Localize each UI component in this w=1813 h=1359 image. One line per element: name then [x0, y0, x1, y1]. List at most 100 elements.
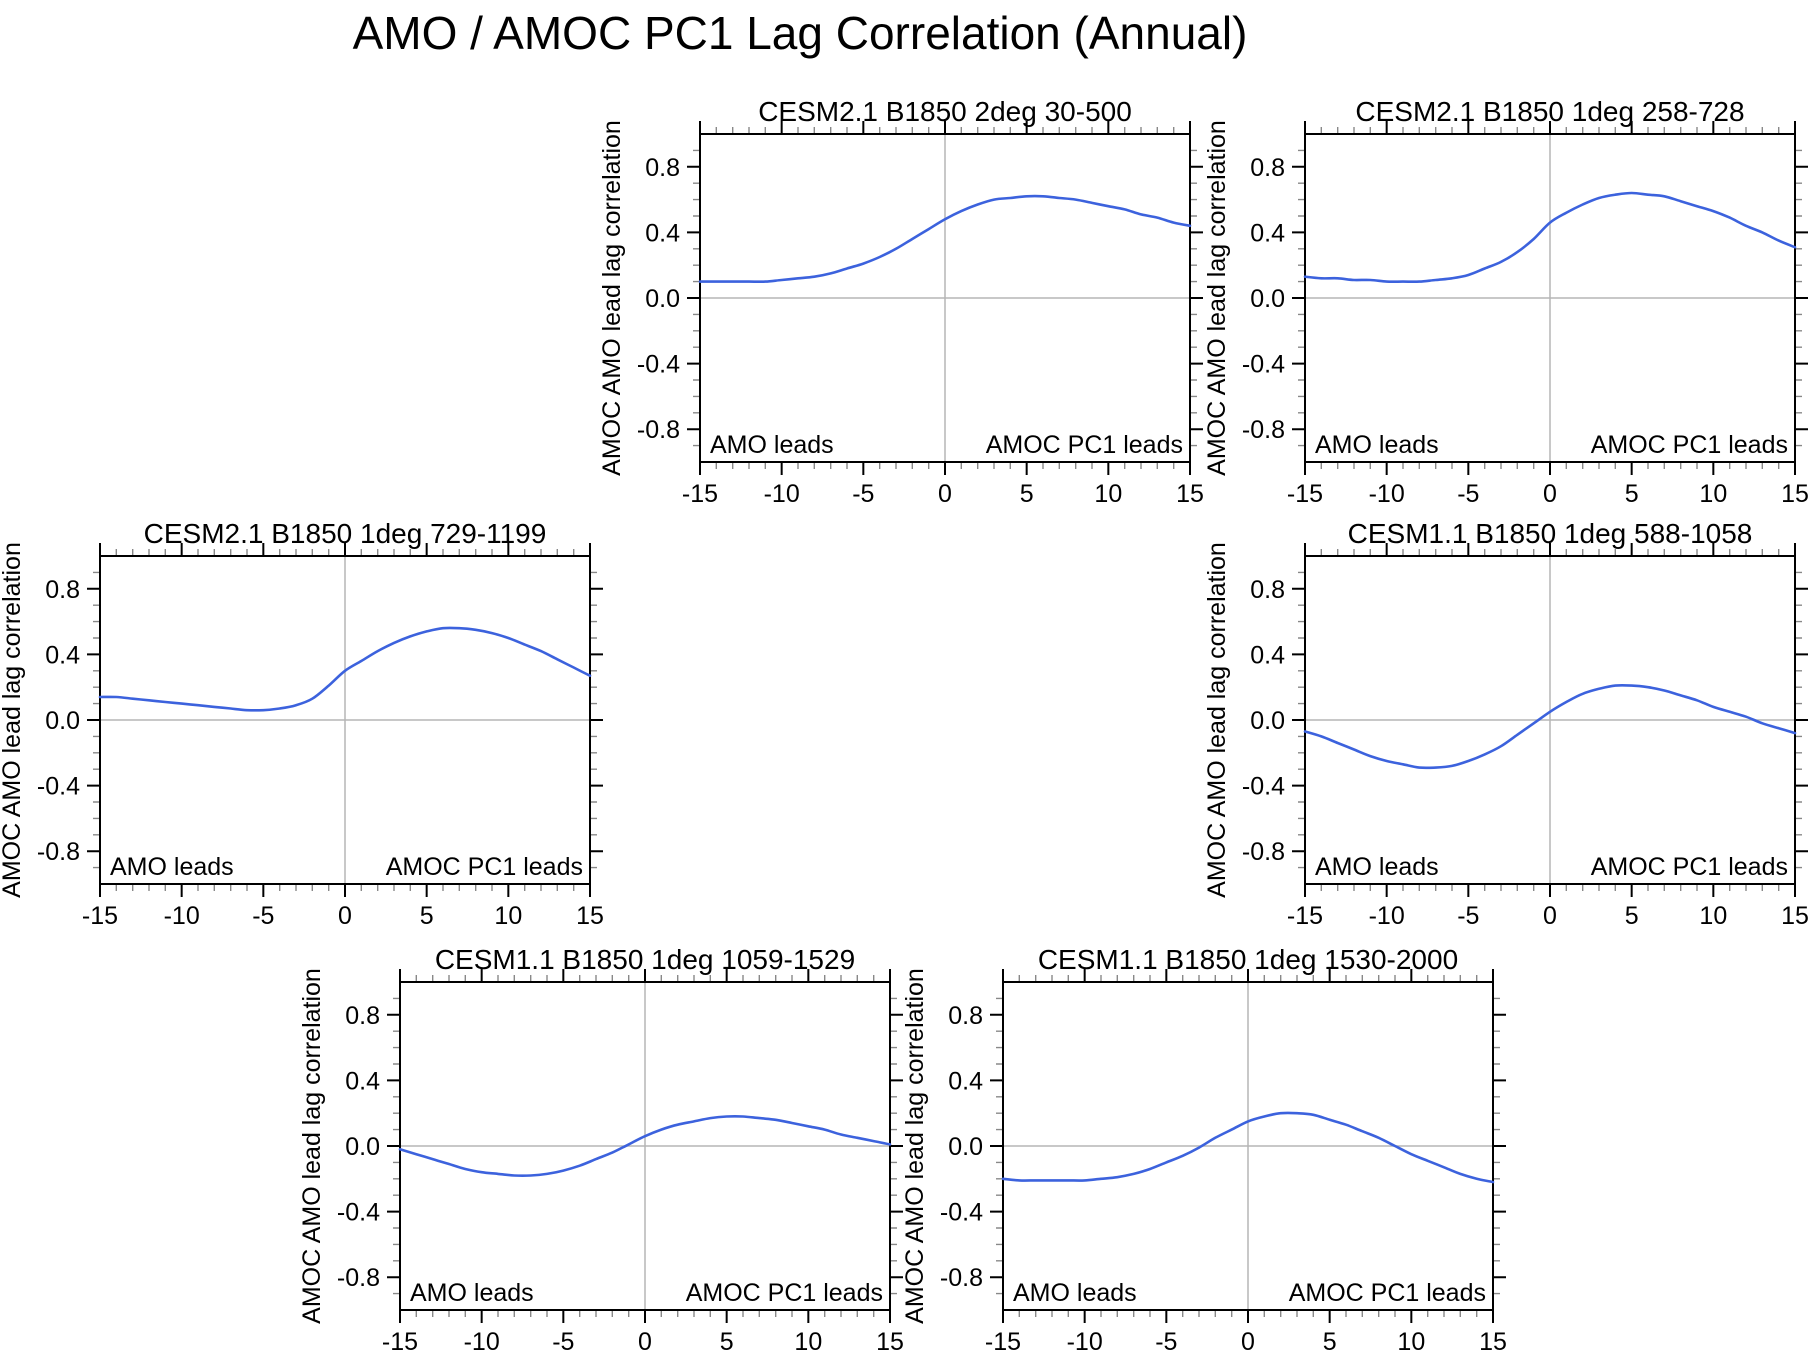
y-tick-label: 0.8 [645, 154, 680, 182]
amoc-pc1-leads-label: AMOC PC1 leads [1591, 431, 1788, 459]
x-tick-label: -5 [1457, 480, 1479, 508]
x-tick-label: 0 [338, 902, 352, 930]
x-tick-label: 10 [794, 1328, 822, 1356]
y-tick-label: -0.8 [940, 1264, 983, 1292]
x-tick-label: 0 [938, 480, 952, 508]
y-tick-label: 0.8 [345, 1002, 380, 1030]
minor-tick-marks [693, 127, 1197, 469]
lag-correlation-curve [98, 626, 592, 712]
x-tick-label: 10 [1397, 1328, 1425, 1356]
plot-frame [1002, 981, 1494, 1311]
y-tick-label: -0.4 [337, 1199, 380, 1227]
x-tick-label: 0 [1543, 902, 1557, 930]
x-tick-label: 10 [1699, 480, 1727, 508]
plot-frame [699, 133, 1191, 463]
x-tick-label: -15 [1287, 902, 1323, 930]
y-tick-label: 0.8 [948, 1002, 983, 1030]
x-tick-label: 10 [1094, 480, 1122, 508]
y-tick-label: -0.8 [1242, 416, 1285, 444]
panel-title: CESM1.1 B1850 1deg 1530-2000 [1038, 944, 1458, 975]
x-tick-label: 0 [1543, 480, 1557, 508]
y-tick-label: -0.4 [940, 1199, 983, 1227]
y-tick-label: -0.8 [1242, 838, 1285, 866]
panel-title: CESM1.1 B1850 1deg 1059-1529 [435, 944, 855, 975]
x-tick-label: 15 [876, 1328, 904, 1356]
x-tick-label: -15 [382, 1328, 418, 1356]
amo-leads-label: AMO leads [1315, 431, 1439, 459]
y-axis-label: AMOC AMO lead lag correlation [0, 542, 26, 898]
y-tick-label: -0.4 [1242, 773, 1285, 801]
y-axis-label: AMOC AMO lead lag correlation [1203, 120, 1231, 476]
amoc-pc1-leads-label: AMOC PC1 leads [1591, 853, 1788, 881]
y-tick-label: 0.4 [948, 1067, 983, 1095]
minor-tick-marks [1298, 549, 1802, 891]
y-tick-label: 0.8 [1250, 154, 1285, 182]
lag-correlation-curve [698, 194, 1192, 284]
amoc-pc1-leads-label: AMOC PC1 leads [386, 853, 583, 881]
y-tick-label: 0.4 [1250, 641, 1285, 669]
x-tick-label: -5 [252, 902, 274, 930]
x-tick-label: 5 [420, 902, 434, 930]
x-tick-label: -10 [1369, 480, 1405, 508]
x-tick-label: 15 [576, 902, 604, 930]
y-axis-label: AMOC AMO lead lag correlation [298, 968, 326, 1324]
y-tick-label: -0.4 [637, 351, 680, 379]
x-tick-label: 15 [1176, 480, 1204, 508]
y-tick-label: 0.4 [345, 1067, 380, 1095]
x-tick-label: 15 [1781, 480, 1809, 508]
major-tick-marks [990, 969, 1506, 1323]
plot-frame [1304, 555, 1796, 885]
y-tick-label: -0.4 [37, 773, 80, 801]
x-tick-label: 5 [1323, 1328, 1337, 1356]
x-tick-label: 15 [1781, 902, 1809, 930]
x-tick-label: 5 [1625, 480, 1639, 508]
x-tick-label: 10 [1699, 902, 1727, 930]
panel-title: CESM2.1 B1850 1deg 258-728 [1355, 96, 1744, 127]
x-tick-label: -15 [1287, 480, 1323, 508]
plot-frame [1304, 133, 1796, 463]
x-tick-label: -10 [464, 1328, 500, 1356]
x-tick-label: 0 [638, 1328, 652, 1356]
y-axis-label: AMOC AMO lead lag correlation [598, 120, 626, 476]
panel-title: CESM1.1 B1850 1deg 588-1058 [1348, 518, 1753, 549]
y-axis-label: AMOC AMO lead lag correlation [1203, 542, 1231, 898]
plot-frame [399, 981, 891, 1311]
page-title: AMO / AMOC PC1 Lag Correlation (Annual) [352, 7, 1248, 59]
y-tick-label: 0.8 [45, 576, 80, 604]
x-tick-label: -10 [1369, 902, 1405, 930]
x-tick-label: 5 [1625, 902, 1639, 930]
panel-3: -15 -10 -5 0 5 10 15 -0.8 -0.4 0.0 0.4 0.8 CESM2.1 B… [0, 518, 604, 930]
y-tick-label: -0.4 [1242, 351, 1285, 379]
major-tick-marks [87, 543, 603, 897]
amo-leads-label: AMO leads [110, 853, 234, 881]
x-tick-label: -5 [1457, 902, 1479, 930]
x-tick-label: 5 [720, 1328, 734, 1356]
plot-frame [99, 555, 591, 885]
x-tick-label: -5 [852, 480, 874, 508]
major-tick-marks [1292, 121, 1808, 475]
y-tick-label: -0.8 [37, 838, 80, 866]
amoc-pc1-leads-label: AMOC PC1 leads [986, 431, 1183, 459]
y-tick-label: 0.0 [1250, 707, 1285, 735]
major-tick-marks [1292, 543, 1808, 897]
minor-tick-marks [996, 975, 1500, 1317]
x-tick-label: -10 [164, 902, 200, 930]
amoc-pc1-leads-label: AMOC PC1 leads [686, 1279, 883, 1307]
x-tick-label: 15 [1479, 1328, 1507, 1356]
x-tick-label: 10 [494, 902, 522, 930]
y-tick-label: 0.0 [345, 1133, 380, 1161]
panel-title: CESM2.1 B1850 1deg 729-1199 [144, 518, 547, 549]
y-tick-label: 0.0 [45, 707, 80, 735]
amo-leads-label: AMO leads [1013, 1279, 1137, 1307]
amo-leads-label: AMO leads [710, 431, 834, 459]
amo-leads-label: AMO leads [1315, 853, 1439, 881]
y-tick-label: 0.4 [45, 641, 80, 669]
lag-correlation-curve [1001, 1111, 1495, 1184]
panel-6: -15 -10 -5 0 5 10 15 -0.8 -0.4 0.0 0.4 0.8 CESM1.1 B… [901, 944, 1507, 1356]
lag-correlation-curve [398, 1114, 892, 1178]
x-tick-label: -5 [1155, 1328, 1177, 1356]
minor-tick-marks [393, 975, 897, 1317]
x-tick-label: -10 [764, 480, 800, 508]
x-tick-label: -10 [1067, 1328, 1103, 1356]
y-axis-label: AMOC AMO lead lag correlation [901, 968, 929, 1324]
